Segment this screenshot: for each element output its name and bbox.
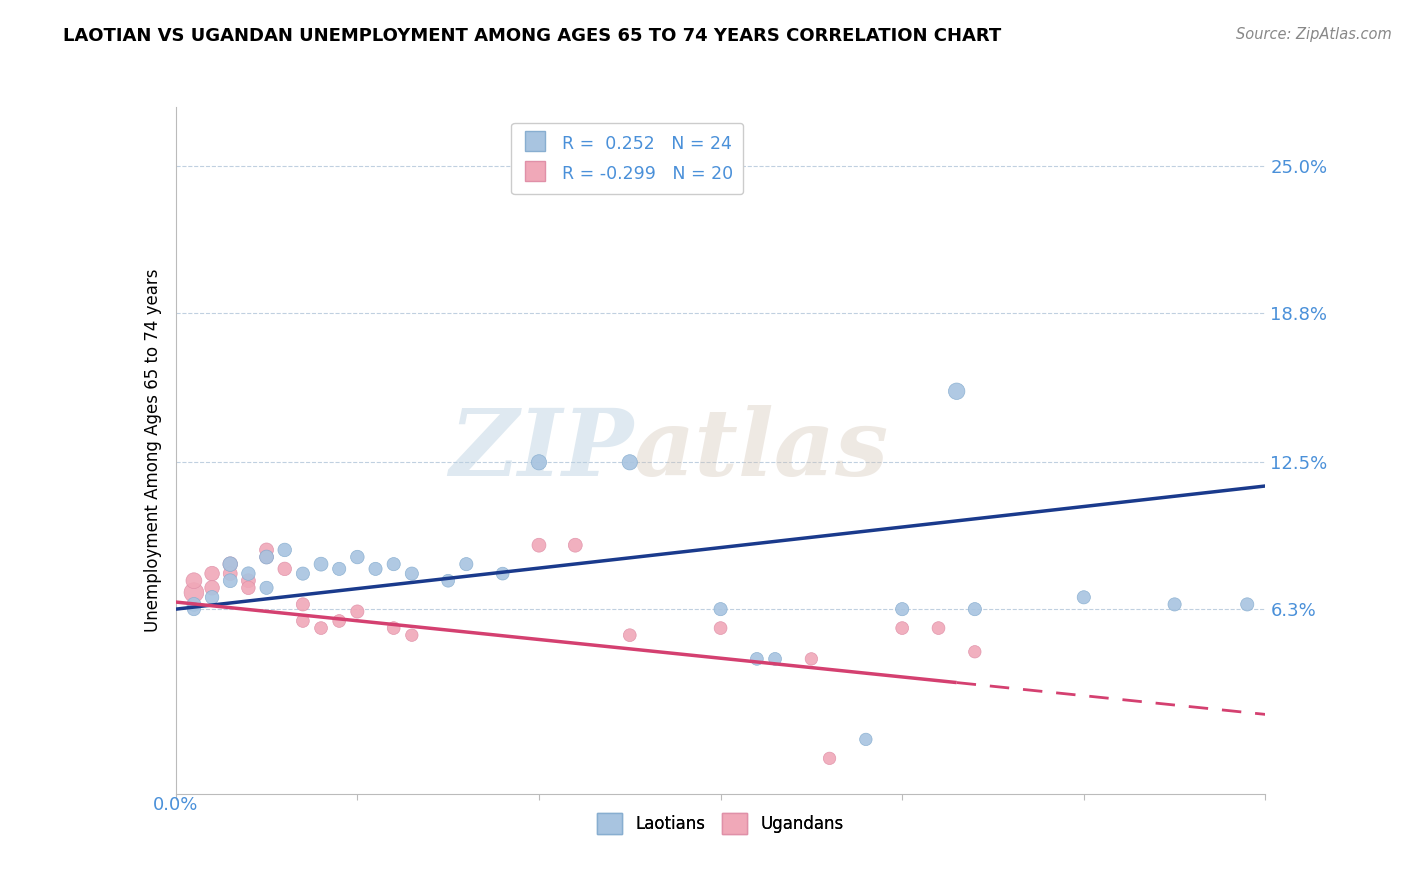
- Point: [183, 602, 205, 616]
- Point: [238, 566, 260, 581]
- Point: [201, 591, 224, 605]
- Point: [219, 566, 242, 581]
- Point: [291, 598, 314, 612]
- Point: [219, 557, 242, 571]
- Point: [763, 652, 786, 666]
- Point: [201, 566, 224, 581]
- Point: [309, 621, 332, 635]
- Point: [527, 455, 550, 469]
- Text: ZIP: ZIP: [449, 406, 633, 495]
- Point: [256, 549, 278, 564]
- Point: [346, 549, 368, 564]
- Point: [456, 557, 478, 571]
- Point: [201, 581, 224, 595]
- Point: [382, 557, 405, 571]
- Point: [256, 549, 278, 564]
- Point: [183, 585, 205, 599]
- Point: [437, 574, 460, 588]
- Point: [219, 574, 242, 588]
- Point: [219, 557, 242, 571]
- Point: [928, 621, 950, 635]
- Point: [527, 538, 550, 552]
- Point: [401, 566, 423, 581]
- Point: [800, 652, 823, 666]
- Point: [745, 652, 768, 666]
- Text: 0.0%: 0.0%: [153, 796, 198, 814]
- Point: [564, 538, 586, 552]
- Y-axis label: Unemployment Among Ages 65 to 74 years: Unemployment Among Ages 65 to 74 years: [143, 268, 162, 632]
- Point: [238, 574, 260, 588]
- Point: [710, 602, 733, 616]
- Point: [492, 566, 515, 581]
- Point: [619, 455, 641, 469]
- Point: [328, 562, 350, 576]
- Point: [963, 645, 986, 659]
- Point: [256, 581, 278, 595]
- Point: [328, 614, 350, 628]
- Point: [364, 562, 387, 576]
- Point: [945, 384, 967, 399]
- Point: [382, 621, 405, 635]
- Point: [710, 621, 733, 635]
- Point: [274, 562, 297, 576]
- Point: [891, 621, 914, 635]
- Point: [1236, 598, 1258, 612]
- Point: [183, 598, 205, 612]
- Point: [891, 602, 914, 616]
- Point: [238, 581, 260, 595]
- Point: [401, 628, 423, 642]
- Point: [963, 602, 986, 616]
- Text: atlas: atlas: [633, 406, 889, 495]
- Text: LAOTIAN VS UGANDAN UNEMPLOYMENT AMONG AGES 65 TO 74 YEARS CORRELATION CHART: LAOTIAN VS UGANDAN UNEMPLOYMENT AMONG AG…: [63, 27, 1001, 45]
- Point: [818, 751, 841, 765]
- Point: [256, 543, 278, 558]
- Point: [1073, 591, 1095, 605]
- Point: [309, 557, 332, 571]
- Legend: Laotians, Ugandans: Laotians, Ugandans: [591, 807, 851, 840]
- Point: [183, 574, 205, 588]
- Point: [619, 628, 641, 642]
- Point: [291, 566, 314, 581]
- Point: [274, 543, 297, 558]
- Point: [346, 605, 368, 619]
- Point: [1163, 598, 1185, 612]
- Point: [291, 614, 314, 628]
- Point: [855, 732, 877, 747]
- Text: Source: ZipAtlas.com: Source: ZipAtlas.com: [1236, 27, 1392, 42]
